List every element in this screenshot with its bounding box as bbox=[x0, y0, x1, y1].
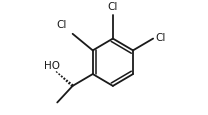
Text: Cl: Cl bbox=[156, 33, 166, 43]
Text: Cl: Cl bbox=[108, 2, 118, 12]
Text: Cl: Cl bbox=[57, 20, 67, 30]
Text: HO: HO bbox=[44, 60, 60, 70]
